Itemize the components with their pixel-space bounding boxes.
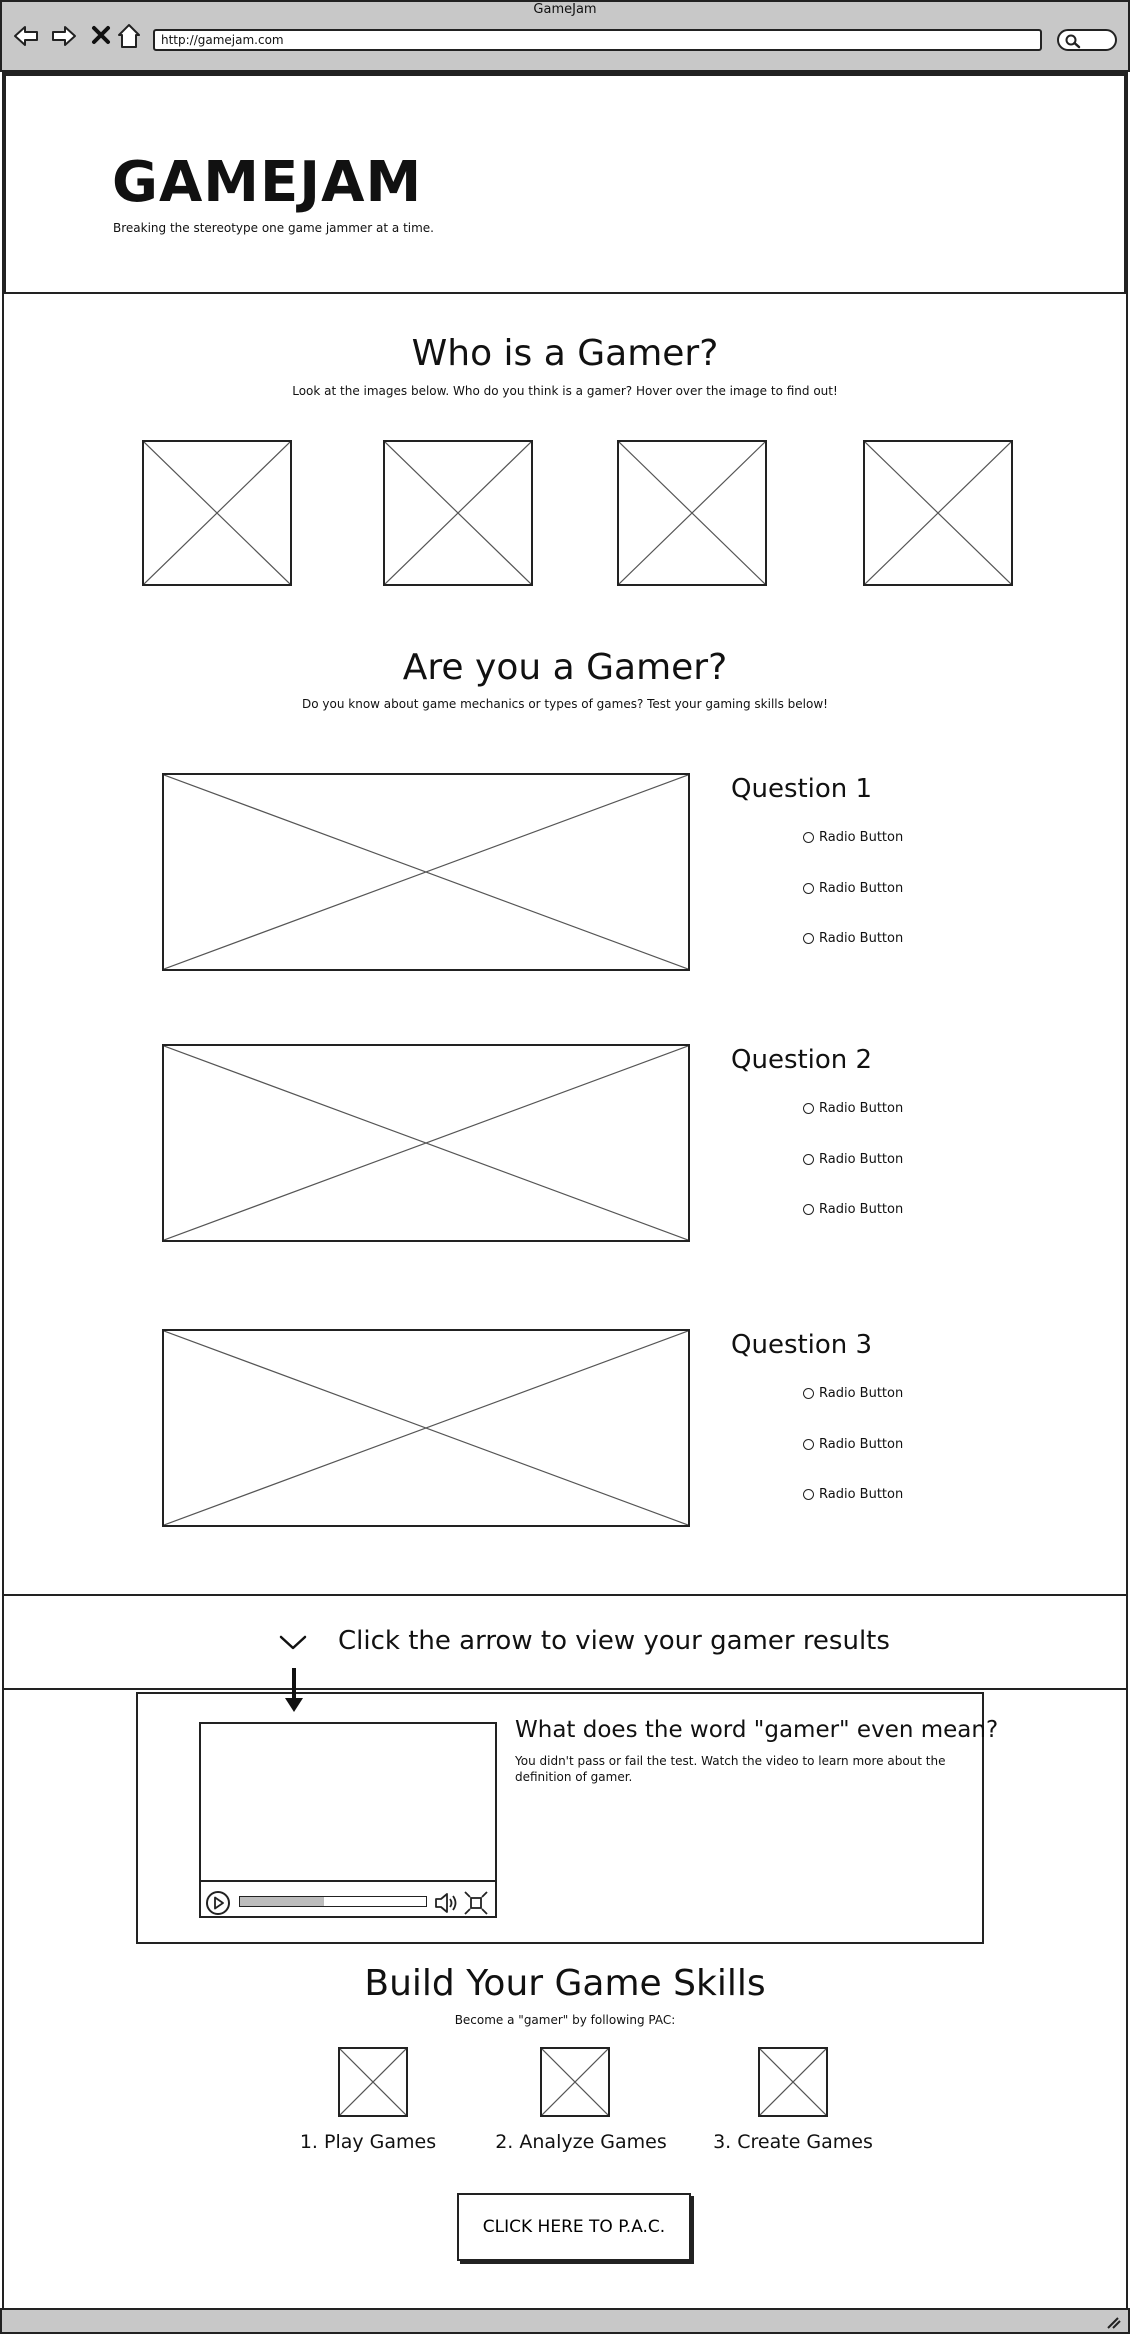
skill-label-analyze: 2. Analyze Games <box>495 2131 667 2153</box>
radio-button-icon[interactable] <box>803 1388 814 1399</box>
gamer-image-3[interactable] <box>617 440 767 586</box>
radio-button-icon[interactable] <box>803 1439 814 1450</box>
skills-section-title: Build Your Game Skills <box>364 1963 766 2004</box>
question-1-option-3[interactable]: Radio Button <box>803 931 903 946</box>
radio-button-icon[interactable] <box>803 883 814 894</box>
results-band <box>2 1594 1128 1690</box>
question-2-option-2[interactable]: Radio Button <box>803 1152 903 1167</box>
pointer-arrow-icon <box>282 1666 306 1718</box>
question-1-title: Question 1 <box>731 774 873 804</box>
skill-label-create: 3. Create Games <box>713 2131 873 2153</box>
fullscreen-icon[interactable] <box>463 1890 489 1920</box>
are-section-subtitle: Do you know about game mechanics or type… <box>302 697 828 711</box>
skill-label-play: 1. Play Games <box>299 2131 437 2153</box>
site-tagline: Breaking the stereotype one game jammer … <box>113 221 434 235</box>
gamer-meaning-panel <box>136 1692 984 1944</box>
gamer-image-1[interactable] <box>142 440 292 586</box>
create-games-image <box>758 2047 828 2117</box>
are-section-title: Are you a Gamer? <box>402 647 728 688</box>
who-section-title: Who is a Gamer? <box>411 333 719 374</box>
browser-search-field[interactable] <box>1057 29 1117 51</box>
gamer-image-4[interactable] <box>863 440 1013 586</box>
radio-button-icon[interactable] <box>803 1204 814 1215</box>
video-player[interactable] <box>199 1722 497 1918</box>
question-2-title: Question 2 <box>731 1045 873 1075</box>
skills-section-subtitle: Become a "gamer" by following PAC: <box>454 2013 676 2027</box>
question-2-option-1[interactable]: Radio Button <box>803 1101 903 1116</box>
chevron-down-icon[interactable] <box>278 1633 308 1657</box>
stop-icon[interactable] <box>90 24 112 46</box>
question-3-option-2[interactable]: Radio Button <box>803 1437 903 1452</box>
gamer-meaning-description: You didn't pass or fail the test. Watch … <box>515 1754 946 1784</box>
forward-arrow-icon[interactable] <box>50 22 78 50</box>
radio-button-icon[interactable] <box>803 832 814 843</box>
pac-button[interactable]: CLICK HERE TO P.A.C. <box>457 2193 691 2261</box>
results-prompt: Click the arrow to view your gamer resul… <box>338 1626 890 1656</box>
question-2-image <box>162 1044 690 1242</box>
back-arrow-icon[interactable] <box>12 22 40 50</box>
window-title: GameJam <box>533 2 597 17</box>
resize-grip-icon[interactable] <box>1104 2314 1122 2334</box>
video-progress-bar[interactable] <box>239 1896 427 1907</box>
radio-button-icon[interactable] <box>803 1154 814 1165</box>
question-1-option-2[interactable]: Radio Button <box>803 881 903 896</box>
question-3-title: Question 3 <box>731 1330 873 1360</box>
radio-button-icon[interactable] <box>803 1103 814 1114</box>
site-title: GAMEJAM <box>112 150 423 215</box>
video-controls <box>199 1880 497 1918</box>
question-2-option-3[interactable]: Radio Button <box>803 1202 903 1217</box>
question-1-option-1[interactable]: Radio Button <box>803 830 903 845</box>
browser-status-bar <box>0 2308 1130 2334</box>
play-icon[interactable] <box>205 1890 231 1920</box>
radio-button-icon[interactable] <box>803 933 814 944</box>
search-icon <box>1065 34 1081 49</box>
video-progress-fill <box>240 1897 324 1906</box>
play-games-image <box>338 2047 408 2117</box>
radio-button-icon[interactable] <box>803 1489 814 1500</box>
address-bar[interactable]: http://gamejam.com <box>153 29 1042 51</box>
question-3-option-1[interactable]: Radio Button <box>803 1386 903 1401</box>
gamer-meaning-title: What does the word "gamer" even mean? <box>515 1717 999 1743</box>
site-header <box>4 74 1126 294</box>
question-1-image <box>162 773 690 971</box>
who-section-subtitle: Look at the images below. Who do you thi… <box>292 384 838 398</box>
home-icon[interactable] <box>116 22 142 50</box>
question-3-image <box>162 1329 690 1527</box>
gamer-image-2[interactable] <box>383 440 533 586</box>
analyze-games-image <box>540 2047 610 2117</box>
question-3-option-3[interactable]: Radio Button <box>803 1487 903 1502</box>
volume-icon[interactable] <box>433 1890 461 1920</box>
